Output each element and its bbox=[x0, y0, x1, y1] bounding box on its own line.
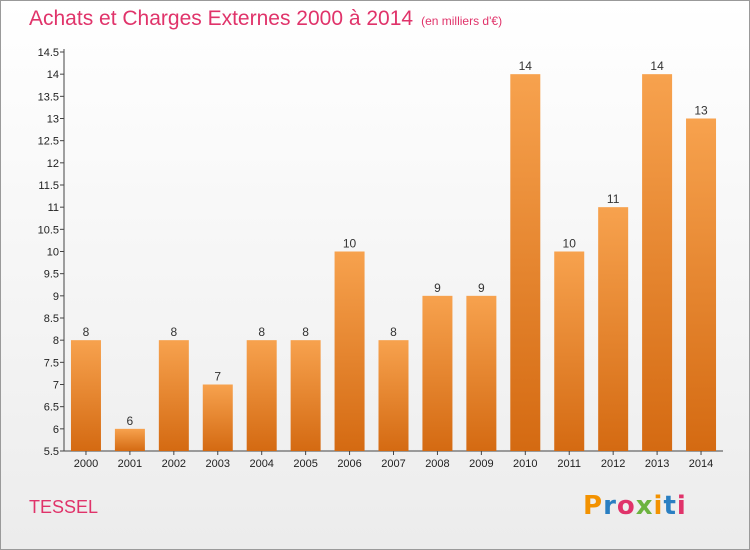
x-tick-label: 2012 bbox=[601, 458, 625, 470]
bar[interactable] bbox=[290, 340, 321, 451]
logo-letter: P bbox=[583, 491, 604, 521]
x-tick-label: 2006 bbox=[337, 458, 361, 470]
bar[interactable] bbox=[686, 118, 717, 452]
bar[interactable] bbox=[202, 384, 233, 452]
bar-value-label: 8 bbox=[302, 325, 309, 339]
logo-letter: r bbox=[603, 491, 617, 521]
x-tick-label: 2013 bbox=[645, 458, 669, 470]
bar-value-label: 8 bbox=[170, 325, 177, 339]
x-tick-label: 2007 bbox=[381, 458, 405, 470]
x-tick-label: 2001 bbox=[118, 458, 142, 470]
y-tick-label: 10 bbox=[47, 247, 59, 259]
bar[interactable] bbox=[114, 428, 145, 451]
town-name: TESSEL bbox=[29, 497, 99, 517]
x-tick-label: 2002 bbox=[162, 458, 186, 470]
bar-value-label: 8 bbox=[258, 325, 265, 339]
logo-letter: t bbox=[663, 491, 677, 521]
bar[interactable] bbox=[158, 340, 189, 451]
y-tick-label: 9.5 bbox=[44, 269, 59, 281]
y-tick-label: 14.5 bbox=[38, 47, 59, 59]
bar[interactable] bbox=[246, 340, 277, 451]
bar-value-label: 8 bbox=[390, 325, 397, 339]
logo-letter: i bbox=[676, 491, 687, 521]
logo-letter: i bbox=[653, 491, 664, 521]
y-tick-label: 9 bbox=[53, 291, 59, 303]
chart-title: Achats et Charges Externes 2000 à 2014 (e… bbox=[29, 7, 502, 31]
y-tick-label: 11 bbox=[48, 202, 59, 214]
logo-letter: o bbox=[616, 491, 636, 521]
bars bbox=[70, 74, 717, 452]
x-tick-label: 2004 bbox=[249, 458, 273, 470]
x-tick-label: 2003 bbox=[206, 458, 230, 470]
proxiti-logo[interactable]: Proxiti bbox=[583, 491, 687, 521]
x-tick-label: 2009 bbox=[469, 458, 493, 470]
y-tick-label: 7 bbox=[53, 380, 59, 392]
x-tick-label: 2008 bbox=[425, 458, 449, 470]
y-tick-label: 13.5 bbox=[38, 91, 59, 103]
bar-value-label: 8 bbox=[83, 325, 90, 339]
y-tick-label: 8.5 bbox=[44, 313, 59, 325]
bar[interactable] bbox=[510, 74, 541, 452]
y-tick-label: 13 bbox=[47, 114, 59, 126]
bar-value-label: 11 bbox=[607, 192, 620, 206]
x-tick-label: 2010 bbox=[513, 458, 537, 470]
bar-value-label: 7 bbox=[214, 370, 221, 384]
bar[interactable] bbox=[598, 207, 629, 451]
x-tick-label: 2005 bbox=[293, 458, 317, 470]
bar-value-label: 6 bbox=[127, 414, 134, 428]
bar[interactable] bbox=[422, 295, 453, 451]
y-tick-label: 7.5 bbox=[44, 357, 59, 369]
y-tick-label: 12 bbox=[47, 158, 59, 170]
y-tick-label: 12.5 bbox=[38, 136, 59, 148]
x-tick-label: 2014 bbox=[689, 458, 713, 470]
bar-value-label: 13 bbox=[694, 104, 708, 118]
bar[interactable] bbox=[642, 74, 673, 452]
bar-value-label: 9 bbox=[434, 281, 441, 295]
bar[interactable] bbox=[378, 340, 409, 451]
y-tick-label: 6.5 bbox=[44, 402, 59, 414]
value-labels: 8 6 8 7 8 8 10 8 9 9 14 10 11 14 13 bbox=[83, 59, 708, 428]
y-tick-label: 14 bbox=[47, 69, 59, 81]
bar[interactable] bbox=[70, 340, 101, 451]
x-tick-label: 2000 bbox=[74, 458, 98, 470]
y-tick-label: 5.5 bbox=[44, 446, 59, 458]
bar-value-label: 9 bbox=[478, 281, 485, 295]
chart-subtitle: (en milliers d'€) bbox=[421, 14, 503, 28]
bar-value-label: 14 bbox=[519, 59, 533, 73]
chart-title-text: Achats et Charges Externes 2000 à 2014 bbox=[29, 7, 414, 30]
x-tick-label: 2011 bbox=[557, 458, 581, 470]
y-tick-label: 6 bbox=[53, 424, 59, 436]
y-tick-label: 11.5 bbox=[38, 180, 59, 192]
y-tick-label: 10.5 bbox=[38, 224, 59, 236]
bar-value-label: 14 bbox=[650, 59, 664, 73]
bar[interactable] bbox=[334, 251, 365, 452]
bar-value-label: 10 bbox=[343, 237, 357, 251]
bar[interactable] bbox=[466, 295, 497, 451]
bar[interactable] bbox=[554, 251, 585, 452]
logo-letter: x bbox=[635, 491, 654, 521]
y-tick-label: 8 bbox=[53, 335, 59, 347]
bar-value-label: 10 bbox=[563, 237, 577, 251]
